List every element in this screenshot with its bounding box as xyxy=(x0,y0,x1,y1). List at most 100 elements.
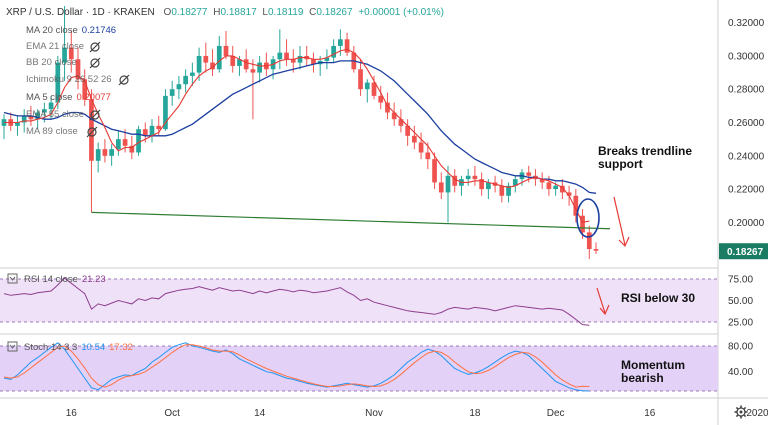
candle-body xyxy=(445,175,451,193)
price-tick-label: 0.32000 xyxy=(728,18,765,29)
candle xyxy=(284,39,289,66)
candle xyxy=(479,172,484,196)
candle xyxy=(264,52,269,76)
candle xyxy=(149,119,155,143)
ohlc-change: +0.00001 (+0.01%) xyxy=(358,7,444,18)
ohlc-h-label: H xyxy=(213,7,220,18)
candle-body xyxy=(297,55,303,63)
price-axis[interactable]: 0.32000 0.30000 0.28000 0.26000 0.24000 0.220… xyxy=(719,18,768,378)
candle-body xyxy=(156,125,162,130)
date-tick-label: Dec xyxy=(547,408,565,419)
candle xyxy=(418,132,424,160)
candle-body xyxy=(122,139,128,146)
candle xyxy=(183,69,188,93)
candle-body xyxy=(338,39,343,46)
collapse-icon[interactable] xyxy=(7,273,18,284)
rsi-band xyxy=(0,279,718,322)
candle xyxy=(459,175,464,196)
ohlc-c-label: C xyxy=(309,7,316,18)
candle xyxy=(371,75,377,100)
candle xyxy=(344,32,350,56)
candle-body xyxy=(230,55,236,66)
candle xyxy=(243,49,249,73)
candle-body xyxy=(62,47,67,63)
candle xyxy=(432,152,437,190)
candle xyxy=(358,59,363,96)
candle-body xyxy=(15,122,20,126)
candle xyxy=(412,125,417,150)
annotation-momentum-2: bearish xyxy=(621,371,664,385)
candle-body xyxy=(250,69,256,73)
candle xyxy=(257,55,262,83)
candle xyxy=(68,30,74,73)
hidden-eye-icon[interactable] xyxy=(86,41,130,138)
candle xyxy=(216,35,222,73)
candle xyxy=(539,172,545,190)
rsi-label: RSI 14 close 21.23 xyxy=(24,274,106,285)
candle-body xyxy=(183,75,188,85)
candle-body xyxy=(116,139,121,150)
ohlc-o-label: O xyxy=(164,7,172,18)
ohlc-open: 0.18277 xyxy=(171,7,208,18)
candle xyxy=(378,85,384,110)
stoch-d-line xyxy=(3,344,590,388)
price-tick-label: 0.26000 xyxy=(728,118,765,129)
candle-body xyxy=(344,39,350,53)
annotation-breaks-trendline-2: support xyxy=(598,157,643,171)
candle xyxy=(586,225,592,260)
candle-body xyxy=(465,175,471,180)
settings-gear-icon[interactable] xyxy=(734,405,748,419)
symbol-title: XRP / U.S. Dollar · 1D · KRAKEN xyxy=(6,7,155,18)
candle-body xyxy=(28,115,34,120)
candle xyxy=(169,80,175,106)
candle xyxy=(311,52,316,73)
candle xyxy=(472,165,478,186)
candle-body xyxy=(560,185,565,193)
candle xyxy=(425,142,431,170)
candle-body xyxy=(526,172,532,176)
stoch-label: Stoch 14 3 3 10.54 17.32 xyxy=(24,342,133,353)
candle-body xyxy=(55,62,61,103)
candle-body xyxy=(149,125,155,136)
candle xyxy=(89,89,94,213)
candle-body xyxy=(82,79,88,100)
candle-body xyxy=(472,175,478,180)
candle xyxy=(15,115,20,136)
candle xyxy=(445,165,451,223)
chart-header: XRP / U.S. Dollar · 1D · KRAKEN O0.18277… xyxy=(6,7,444,18)
candle-body xyxy=(371,82,377,96)
candle-body xyxy=(35,112,40,120)
collapse-icon[interactable] xyxy=(7,341,18,352)
annotation-breaks-trendline-1: Breaks trendline xyxy=(598,144,692,158)
candle-body xyxy=(169,89,175,96)
candle-body xyxy=(102,149,108,156)
candle xyxy=(82,69,88,106)
candle xyxy=(136,125,141,156)
candle xyxy=(573,189,579,223)
candle-body xyxy=(163,95,168,130)
candle-body xyxy=(573,195,579,216)
legend-ema21: EMA 21 close xyxy=(26,41,84,52)
date-tick-label: 16 xyxy=(644,408,656,419)
date-tick-label: Oct xyxy=(164,408,180,419)
candle-body xyxy=(21,115,27,123)
indicator-legend: MA 20 close 0.21746 EMA 21 close BB 20 cl… xyxy=(26,25,130,138)
support-trendline xyxy=(91,211,611,230)
stoch-tick-label: 80.00 xyxy=(728,342,753,353)
date-tick-label: 16 xyxy=(66,408,78,419)
annotation-rsi-below-30: RSI below 30 xyxy=(621,291,695,305)
price-tick-label: 0.28000 xyxy=(728,85,765,96)
legend-ma5: MA 5 close 0.20077 xyxy=(26,92,111,103)
candle xyxy=(95,142,101,173)
stoch-legend: Stoch 14 3 3 10.54 17.32 xyxy=(7,341,133,353)
candle xyxy=(203,42,209,73)
candle xyxy=(331,39,336,63)
candle-body xyxy=(378,95,384,103)
candle xyxy=(324,49,330,70)
candle-body xyxy=(196,55,202,73)
candle xyxy=(405,119,410,146)
date-axis[interactable]: 16 Oct 14 Nov 18 Dec 16 2020 xyxy=(66,408,768,419)
candle xyxy=(364,79,370,103)
current-price-label: 0.18267 xyxy=(727,247,764,258)
